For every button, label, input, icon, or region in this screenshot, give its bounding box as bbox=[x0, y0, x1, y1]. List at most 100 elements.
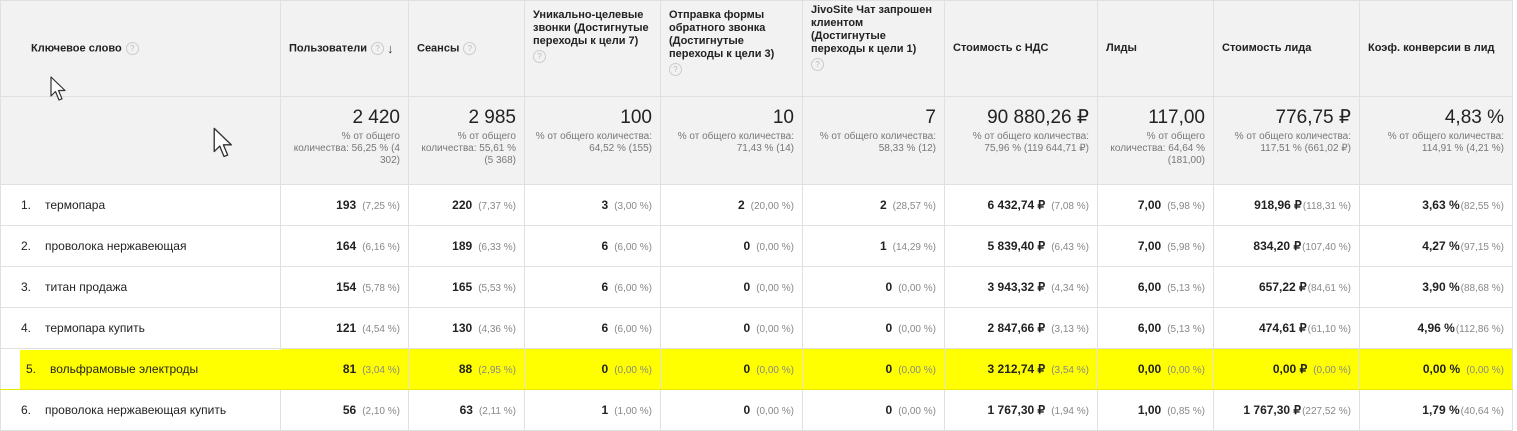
keyword-link[interactable]: проволока нержавеющая купить bbox=[45, 403, 227, 417]
metric-percent: (6,43 %) bbox=[1051, 242, 1089, 253]
metric-percent: (1,00 %) bbox=[614, 406, 652, 417]
metric-value: 0,00 ₽ bbox=[1272, 362, 1308, 376]
table-row[interactable]: 1. термопара 193 (7,25 %) 220 (7,37 %) 3 (3,00 … bbox=[0, 184, 1513, 226]
metric-percent: (5,78 %) bbox=[362, 283, 400, 294]
table-row[interactable]: 4. термопара купить 121 (4,54 %) 130 (4,36 %)… bbox=[0, 307, 1513, 349]
table-body: 1. термопара 193 (7,25 %) 220 (7,37 %) 3 (3,00 … bbox=[0, 184, 1513, 431]
col-header-goal3[interactable]: Отправка формы обратного звонка (Достигн… bbox=[660, 0, 803, 97]
total-share: % от общего количества: 58,33 % (12) bbox=[819, 131, 936, 154]
total-value: 7 bbox=[925, 107, 936, 128]
mouse-pointer-icon bbox=[50, 76, 66, 101]
metric-cell: 220 (7,37 %) bbox=[408, 184, 525, 226]
keyword-link[interactable]: титан продажа bbox=[45, 280, 128, 294]
help-circle-icon[interactable]: ? bbox=[811, 58, 824, 71]
total-share: % от общего количества: 117,51 % (661,02… bbox=[1234, 131, 1351, 154]
metric-value: 6,00 bbox=[1137, 321, 1162, 335]
metric-value: 3 943,32 ₽ bbox=[987, 280, 1046, 294]
table-row[interactable]: 5. вольфрамовые электроды 81 (3,04 %) 88 (2,9… bbox=[0, 348, 1513, 390]
metric-cell: 1 (1,00 %) bbox=[524, 389, 661, 431]
col-header-conversion[interactable]: Коэф. конверсии в лид bbox=[1359, 0, 1513, 97]
keyword-link[interactable]: термопара купить bbox=[45, 321, 145, 335]
col-header-cost[interactable]: Стоимость с НДС bbox=[944, 0, 1098, 97]
metric-value: 0 bbox=[743, 239, 751, 253]
keyword-link[interactable]: термопара bbox=[45, 198, 106, 212]
metric-cell: 6 (6,00 %) bbox=[524, 307, 661, 349]
metric-value: 0 bbox=[743, 321, 751, 335]
totals-cell: 4,83 % % от общего количества: 114,91 % (… bbox=[1359, 96, 1513, 185]
col-header-users[interactable]: Пользователи? ↓ bbox=[280, 0, 409, 97]
metric-percent: (2,10 %) bbox=[362, 406, 400, 417]
metric-value: 0 bbox=[885, 280, 893, 294]
metric-value: 220 bbox=[452, 198, 473, 212]
col-header-lead-cost[interactable]: Стоимость лида bbox=[1213, 0, 1360, 97]
total-value: 117,00 bbox=[1148, 107, 1205, 128]
keyword-link[interactable]: вольфрамовые электроды bbox=[50, 361, 199, 376]
metric-percent: (0,00 %) bbox=[898, 406, 936, 417]
table-row[interactable]: 3. титан продажа 154 (5,78 %) 165 (5,53 %) 6 (6… bbox=[0, 266, 1513, 308]
metric-percent: (7,37 %) bbox=[478, 201, 516, 212]
header-row: Ключевое слово? Пользователи? ↓ Сеансы? У… bbox=[0, 0, 1513, 97]
help-circle-icon[interactable]: ? bbox=[669, 63, 682, 76]
keyword-cell[interactable]: 5. вольфрамовые электроды bbox=[0, 348, 287, 390]
metric-value: 2 bbox=[879, 198, 887, 212]
table-row[interactable]: 6. проволока нержавеющая купить 56 (2,10 %)… bbox=[0, 389, 1513, 431]
keyword-cell[interactable]: 4. термопара купить bbox=[0, 307, 281, 349]
keyword-cell[interactable]: 3. титан продажа bbox=[0, 266, 281, 308]
totals-cell: 10 % от общего количества: 71,43 % (14) bbox=[660, 96, 803, 185]
keyword-cell[interactable]: 1. термопара bbox=[0, 184, 281, 226]
metric-cell: 7,00 (5,98 %) bbox=[1097, 225, 1214, 267]
total-share: % от общего количества: 64,64 % (181,00) bbox=[1110, 131, 1205, 166]
metric-percent: (112,86 %) bbox=[1455, 324, 1504, 335]
metric-value: 1 767,30 ₽ bbox=[987, 403, 1046, 417]
metric-cell: 6 (6,00 %) bbox=[524, 225, 661, 267]
total-share: % от общего количества: 55,61 % (5 368) bbox=[421, 131, 516, 166]
totals-cell: 100 % от общего количества: 64,52 % (155) bbox=[524, 96, 661, 185]
metric-value: 7,00 bbox=[1137, 239, 1162, 253]
arrow-down-icon[interactable]: ↓ bbox=[387, 40, 394, 56]
metric-cell: 1 767,30 ₽(227,52 %) bbox=[1213, 389, 1360, 431]
metric-value: 474,61 ₽ bbox=[1258, 321, 1307, 335]
metric-value: 88 bbox=[458, 362, 473, 376]
table-row[interactable]: 2. проволока нержавеющая 164 (6,16 %) 189 (6,… bbox=[0, 225, 1513, 267]
metric-cell: 193 (7,25 %) bbox=[280, 184, 409, 226]
metric-percent: (84,61 %) bbox=[1307, 283, 1351, 294]
metric-value: 193 bbox=[336, 198, 357, 212]
col-header-sessions[interactable]: Сеансы? bbox=[408, 0, 525, 97]
metric-value: 0 bbox=[743, 280, 751, 294]
metric-cell: 7,00 (5,98 %) bbox=[1097, 184, 1214, 226]
keyword-cell[interactable]: 2. проволока нержавеющая bbox=[0, 225, 281, 267]
metric-percent: (3,54 %) bbox=[1051, 365, 1089, 376]
keyword-link[interactable]: проволока нержавеющая bbox=[45, 239, 187, 253]
help-circle-icon[interactable]: ? bbox=[125, 41, 139, 55]
metric-cell: 81 (3,04 %) bbox=[280, 348, 409, 390]
metric-cell: 474,61 ₽(61,10 %) bbox=[1213, 307, 1360, 349]
totals-cell: 7 % от общего количества: 58,33 % (12) bbox=[802, 96, 945, 185]
metric-percent: (6,00 %) bbox=[614, 283, 652, 294]
metric-cell: 164 (6,16 %) bbox=[280, 225, 409, 267]
metric-value: 0 bbox=[601, 362, 609, 376]
metric-cell: 0,00 (0,00 %) bbox=[1097, 348, 1214, 390]
col-header-leads[interactable]: Лиды bbox=[1097, 0, 1214, 97]
metric-cell: 4,27 %(97,15 %) bbox=[1359, 225, 1513, 267]
metric-percent: (4,36 %) bbox=[478, 324, 516, 335]
metric-value: 1,00 bbox=[1137, 403, 1162, 417]
metric-cell: 1,00 (0,85 %) bbox=[1097, 389, 1214, 431]
metric-percent: (107,40 %) bbox=[1302, 242, 1351, 253]
metric-percent: (0,00 %) bbox=[756, 242, 794, 253]
col-header-goal1[interactable]: JivoSite Чат запрошен клиентом (Достигну… bbox=[802, 0, 945, 97]
metric-cell: 5 839,40 ₽ (6,43 %) bbox=[944, 225, 1098, 267]
metric-cell: 0 (0,00 %) bbox=[660, 307, 803, 349]
help-circle-icon[interactable]: ? bbox=[463, 41, 477, 55]
metric-cell: 154 (5,78 %) bbox=[280, 266, 409, 308]
metric-value: 0 bbox=[743, 362, 751, 376]
help-circle-icon[interactable]: ? bbox=[533, 50, 546, 63]
metric-cell: 0 (0,00 %) bbox=[802, 389, 945, 431]
total-share: % от общего количества: 75,96 % (119 644… bbox=[972, 131, 1089, 154]
col-header-keyword[interactable]: Ключевое слово? bbox=[0, 0, 281, 97]
keyword-cell[interactable]: 6. проволока нержавеющая купить bbox=[0, 389, 281, 431]
metric-value: 0 bbox=[885, 321, 893, 335]
metric-percent: (6,16 %) bbox=[362, 242, 400, 253]
col-header-goal7[interactable]: Уникально-целевые звонки (Достигнутые пе… bbox=[524, 0, 661, 97]
help-circle-icon[interactable]: ? bbox=[371, 41, 385, 55]
